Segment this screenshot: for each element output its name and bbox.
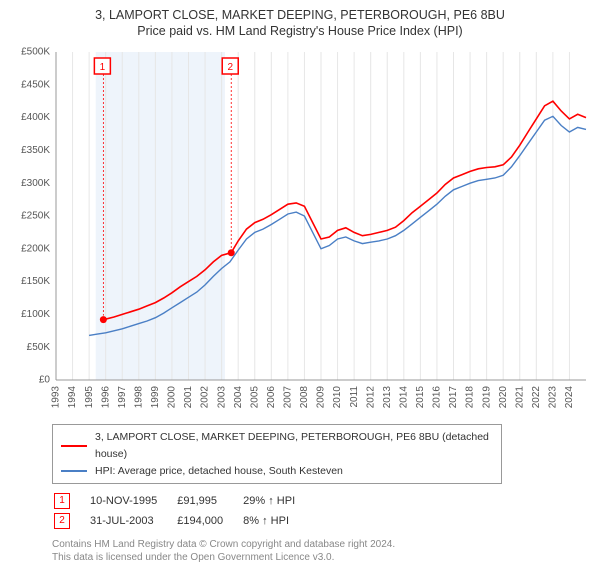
svg-text:2007: 2007 bbox=[283, 386, 294, 409]
svg-text:2020: 2020 bbox=[498, 386, 509, 409]
chart-container: 3, LAMPORT CLOSE, MARKET DEEPING, PETERB… bbox=[0, 0, 600, 560]
svg-text:£350K: £350K bbox=[21, 145, 50, 156]
svg-text:1997: 1997 bbox=[117, 386, 128, 409]
svg-text:2018: 2018 bbox=[465, 386, 476, 409]
svg-text:2012: 2012 bbox=[365, 386, 376, 409]
svg-text:£300K: £300K bbox=[21, 178, 50, 189]
svg-text:2011: 2011 bbox=[349, 386, 360, 408]
svg-text:1998: 1998 bbox=[133, 386, 144, 409]
svg-text:2005: 2005 bbox=[249, 386, 260, 409]
svg-text:£150K: £150K bbox=[21, 276, 50, 287]
svg-text:£0: £0 bbox=[39, 375, 51, 386]
svg-text:2023: 2023 bbox=[548, 386, 559, 409]
svg-text:2003: 2003 bbox=[216, 386, 227, 409]
svg-text:1996: 1996 bbox=[100, 386, 111, 409]
sale-price-1: £91,995 bbox=[177, 492, 241, 510]
svg-text:£450K: £450K bbox=[21, 79, 50, 90]
svg-text:2002: 2002 bbox=[200, 386, 211, 409]
svg-text:£400K: £400K bbox=[21, 112, 50, 123]
legend-swatch-1 bbox=[61, 445, 87, 447]
chart-title-line2: Price paid vs. HM Land Registry's House … bbox=[10, 24, 590, 38]
sale-date-1: 10-NOV-1995 bbox=[90, 492, 175, 510]
svg-text:2022: 2022 bbox=[531, 386, 542, 409]
svg-text:2014: 2014 bbox=[398, 386, 409, 409]
legend-label-1: 3, LAMPORT CLOSE, MARKET DEEPING, PETERB… bbox=[95, 429, 493, 463]
svg-text:2: 2 bbox=[227, 62, 233, 73]
svg-text:2004: 2004 bbox=[233, 386, 244, 409]
legend-row-series1: 3, LAMPORT CLOSE, MARKET DEEPING, PETERB… bbox=[61, 429, 493, 463]
svg-text:£100K: £100K bbox=[21, 309, 50, 320]
chart-svg: 1993 1994 1995 1996 1997 1998 1999 2000 2001 2002… bbox=[10, 46, 590, 416]
marker-badge-1: 1 bbox=[54, 493, 70, 509]
svg-text:2016: 2016 bbox=[432, 386, 443, 409]
svg-text:2015: 2015 bbox=[415, 386, 426, 409]
legend-label-2: HPI: Average price, detached house, Sout… bbox=[95, 463, 343, 480]
sale-row-2: 2 31-JUL-2003 £194,000 8% ↑ HPI bbox=[54, 512, 313, 530]
svg-text:1: 1 bbox=[100, 62, 106, 73]
svg-text:2017: 2017 bbox=[448, 386, 459, 409]
svg-text:2006: 2006 bbox=[266, 386, 277, 409]
svg-text:2019: 2019 bbox=[481, 386, 492, 409]
legend-swatch-2 bbox=[61, 470, 87, 472]
sale-delta-1: 29% ↑ HPI bbox=[243, 492, 313, 510]
attribution-line1: Contains HM Land Registry data © Crown c… bbox=[52, 539, 395, 550]
sale-delta-2: 8% ↑ HPI bbox=[243, 512, 313, 530]
sale-date-2: 31-JUL-2003 bbox=[90, 512, 175, 530]
svg-text:2013: 2013 bbox=[382, 386, 393, 409]
svg-text:1994: 1994 bbox=[67, 386, 78, 409]
svg-text:2024: 2024 bbox=[564, 386, 575, 409]
svg-text:2021: 2021 bbox=[514, 386, 525, 409]
svg-text:1995: 1995 bbox=[84, 386, 95, 409]
sale-row-1: 1 10-NOV-1995 £91,995 29% ↑ HPI bbox=[54, 492, 313, 510]
chart-title-line1: 3, LAMPORT CLOSE, MARKET DEEPING, PETERB… bbox=[10, 8, 590, 22]
sale-markers-table: 1 10-NOV-1995 £91,995 29% ↑ HPI 2 31-JUL… bbox=[52, 490, 315, 532]
svg-text:1999: 1999 bbox=[150, 386, 161, 409]
sale-price-2: £194,000 bbox=[177, 512, 241, 530]
legend-row-series2: HPI: Average price, detached house, Sout… bbox=[61, 463, 493, 480]
attribution-line2: This data is licensed under the Open Gov… bbox=[52, 552, 334, 563]
svg-text:2009: 2009 bbox=[316, 386, 327, 409]
svg-text:2010: 2010 bbox=[332, 386, 343, 409]
svg-text:£500K: £500K bbox=[21, 47, 50, 58]
svg-text:2000: 2000 bbox=[167, 386, 178, 409]
chart-plot-area: 1993 1994 1995 1996 1997 1998 1999 2000 2001 2002… bbox=[10, 46, 590, 416]
svg-text:£200K: £200K bbox=[21, 243, 50, 254]
attribution-text: Contains HM Land Registry data © Crown c… bbox=[52, 538, 590, 564]
marker-badge-2: 2 bbox=[54, 513, 70, 529]
svg-text:2008: 2008 bbox=[299, 386, 310, 409]
svg-text:£250K: £250K bbox=[21, 211, 50, 222]
svg-text:1993: 1993 bbox=[51, 386, 62, 409]
svg-text:£50K: £50K bbox=[27, 342, 51, 353]
legend-box: 3, LAMPORT CLOSE, MARKET DEEPING, PETERB… bbox=[52, 424, 502, 484]
svg-text:2001: 2001 bbox=[183, 386, 194, 409]
